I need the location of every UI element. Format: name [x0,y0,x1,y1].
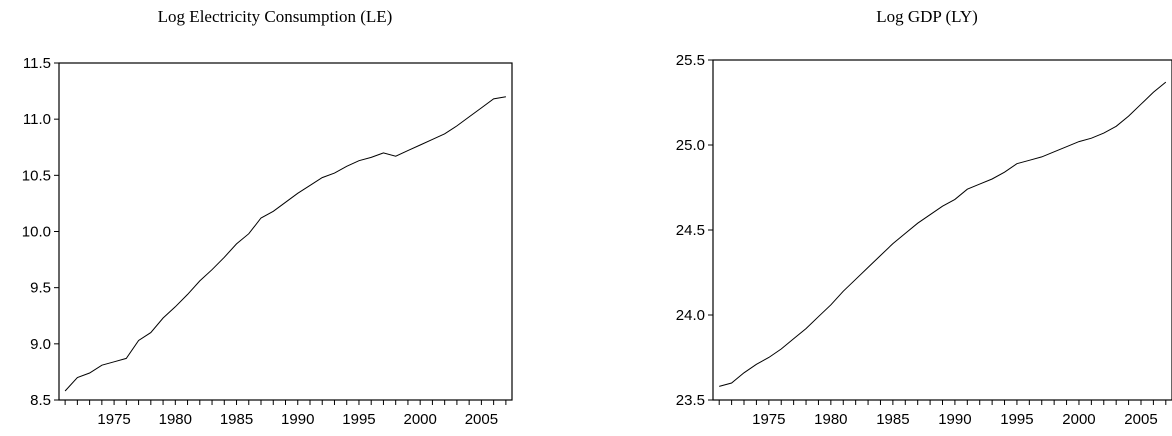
x-tick-label: 1980 [814,411,847,428]
x-tick-label: 1995 [342,411,375,428]
series-line [64,96,506,392]
x-tick-label: 1985 [876,411,909,428]
y-tick-label: 9.5 [30,280,51,297]
y-tick-label: 24.5 [676,222,705,239]
y-tick-label: 8.5 [30,392,51,409]
gdp-chart: Log GDP (LY) 23.5 24.0 24.5 25.0 25.5 1975 198… [676,7,1172,428]
y-tick-label: 25.0 [676,137,705,154]
y-tick-label: 9.0 [30,336,51,353]
electricity-chart: Log Electricity Consumption (LE) 8.5 9.0 9… [22,7,513,428]
x-tick-label: 1975 [97,411,130,428]
x-tick-label: 1990 [281,411,314,428]
chart-title: Log Electricity Consumption (LE) [158,7,393,26]
series-line [719,81,1167,387]
y-tick-label: 24.0 [676,307,705,324]
y-tick-label: 11.0 [23,111,51,128]
x-tick-label: 1975 [752,411,785,428]
x-tick-label: 2000 [403,411,436,428]
chart-title: Log GDP (LY) [876,7,978,26]
x-tick-label: 1985 [220,411,253,428]
x-tick-label: 1980 [159,411,192,428]
x-tick-label: 2005 [1124,411,1157,428]
y-tick-label: 10.5 [22,167,51,184]
x-tick-label: 1995 [1000,411,1033,428]
y-tick-label: 11.5 [23,55,51,72]
x-tick-label: 2000 [1062,411,1095,428]
y-tick-label: 23.5 [676,392,705,409]
y-tick-label: 10.0 [22,224,51,241]
x-tick-label: 2005 [465,411,498,428]
plot-frame [58,62,513,401]
x-tick-label: 1990 [938,411,971,428]
y-tick-label: 25.5 [676,52,705,69]
